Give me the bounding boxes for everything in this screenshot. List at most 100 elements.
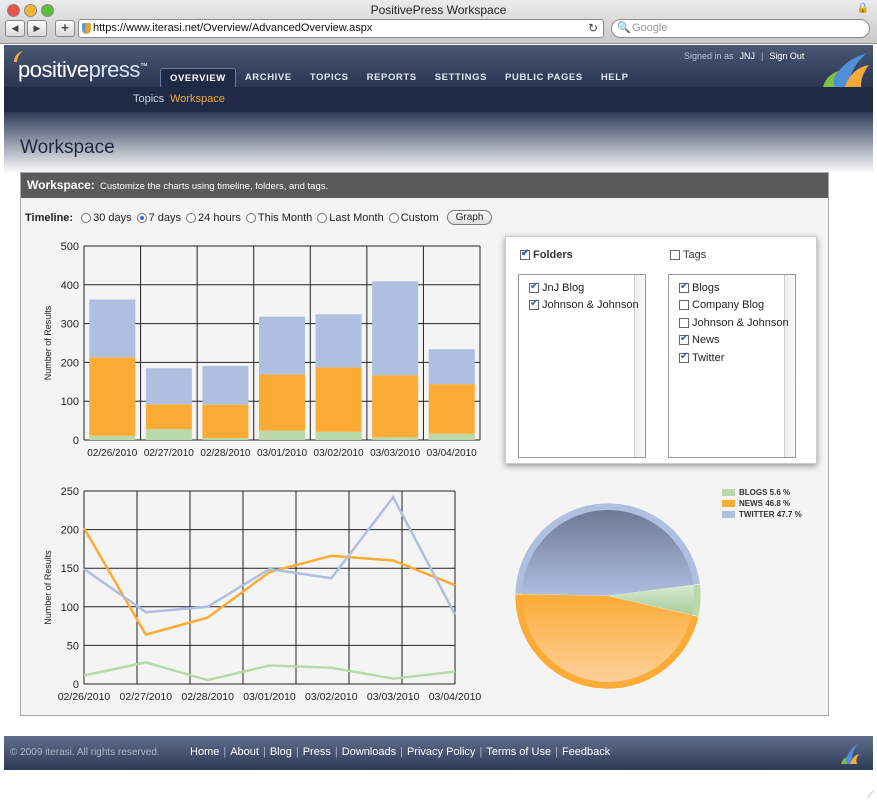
subnav-workspace[interactable]: Workspace (170, 93, 225, 105)
minimize-window-icon[interactable] (24, 4, 37, 17)
x-tick-label: 03/02/2010 (314, 448, 364, 459)
folders-header[interactable]: Folders (520, 248, 573, 261)
checkbox-icon[interactable] (679, 300, 689, 311)
tags-checkbox[interactable] (670, 250, 680, 261)
close-window-icon[interactable] (7, 4, 20, 17)
sign-out-link[interactable]: Sign Out (769, 51, 805, 61)
graph-button[interactable]: Graph (446, 210, 493, 225)
y-tick-label: 100 (61, 602, 79, 614)
search-icon: 🔍 (617, 22, 631, 34)
y-tick-label: 0 (73, 679, 79, 691)
tag-item-twitter[interactable]: Twitter (679, 351, 725, 364)
radio-icon[interactable] (81, 212, 92, 223)
menu-help[interactable]: HELP (600, 72, 629, 83)
folder-label: JnJ Blog (542, 282, 585, 294)
footer-link-terms-of-use[interactable]: Terms of Use (486, 746, 552, 758)
x-tick-label: 02/28/2010 (200, 448, 250, 459)
menu-reports[interactable]: REPORTS (366, 72, 417, 83)
search-placeholder: Google (632, 22, 668, 34)
folders-label: Folders (533, 249, 573, 261)
series-line (83, 494, 457, 616)
checkbox-checked-icon[interactable] (679, 333, 689, 346)
timeline-option-custom[interactable]: Custom (388, 211, 439, 224)
folders-scrollbar[interactable] (634, 275, 645, 457)
timeline-option-label: Custom (400, 211, 439, 224)
timeline-option-label: 30 days (93, 211, 132, 224)
footer-link-about[interactable]: About (230, 746, 259, 758)
timeline-option-last-month[interactable]: Last Month (317, 211, 384, 224)
timeline-option-24-hours[interactable]: 24 hours (186, 212, 241, 224)
back-button[interactable]: ◀ (5, 20, 25, 37)
tag-label: Twitter (692, 352, 725, 364)
footer-link-home[interactable]: Home (190, 746, 220, 758)
reload-icon[interactable]: ↻ (587, 21, 598, 35)
bar-segment (315, 367, 362, 432)
brand-leaf-icon (823, 53, 869, 87)
checkbox-checked-icon[interactable] (529, 281, 539, 294)
resize-grip-icon[interactable]: ⟋ (867, 790, 874, 801)
search-input[interactable]: 🔍 Google (611, 19, 870, 38)
footer-link-privacy-policy[interactable]: Privacy Policy (406, 746, 476, 758)
footer-leaf-icon (841, 744, 859, 764)
folder-item-jnj-blog[interactable]: JnJ Blog (529, 281, 585, 294)
forward-button[interactable]: ▶ (27, 20, 47, 37)
tag-item-company-blog[interactable]: Company Blog (679, 299, 764, 311)
bar-segment (259, 316, 305, 375)
folders-list: JnJ Blog Johnson & Johnson (518, 274, 646, 458)
radio-selected-icon[interactable] (136, 212, 147, 223)
line-chart: 0 50 100 150 200 250 Number of Results 02/26/20… (43, 486, 481, 703)
subnav-topics[interactable]: Topics (133, 93, 165, 105)
footer-separator: | (262, 746, 266, 758)
radio-icon[interactable] (245, 212, 256, 223)
x-tick-label: 03/04/2010 (427, 448, 477, 459)
radio-icon[interactable] (186, 212, 197, 223)
tags-scrollbar[interactable] (784, 275, 795, 457)
y-tick-label: 400 (61, 280, 79, 292)
site-logo[interactable]: positivepress™ (18, 57, 148, 83)
checkbox-icon[interactable] (679, 318, 689, 329)
y-tick-label: 100 (61, 396, 79, 408)
footer-link-downloads[interactable]: Downloads (341, 746, 397, 758)
checkbox-checked-icon[interactable] (679, 281, 689, 294)
checkbox-checked-icon[interactable] (679, 351, 689, 364)
address-bar[interactable]: https://www.iterasi.net/Overview/Advance… (78, 19, 604, 38)
menu-settings[interactable]: SETTINGS (434, 72, 488, 83)
footer-separator: | (400, 746, 403, 758)
timeline-option-30-days[interactable]: 30 days (81, 212, 132, 224)
footer-link-press[interactable]: Press (302, 746, 331, 758)
y-tick-label: 250 (61, 486, 79, 498)
logo-text-press: press (88, 57, 141, 82)
add-bookmark-button[interactable]: + (55, 20, 75, 37)
y-tick-label: 500 (61, 241, 79, 253)
y-tick-label: 200 (61, 357, 79, 369)
footer-link-feedback[interactable]: Feedback (561, 746, 611, 758)
main-menu: OVERVIEW ARCHIVE TOPICS REPORTS SETTINGS… (160, 68, 638, 87)
stacked-bar-chart: 0 100 200 300 400 500 Number of Results 02/26/2… (43, 241, 481, 459)
tag-item-blogs[interactable]: Blogs (679, 281, 720, 294)
timeline-option-label: Last Month (329, 211, 384, 224)
x-tick-label: 02/27/2010 (144, 448, 194, 459)
timeline-option-7-days[interactable]: 7 days (136, 212, 181, 224)
logo-trademark: ™ (139, 61, 148, 71)
tag-item-johnson-johnson[interactable]: Johnson & Johnson (679, 317, 789, 329)
radio-icon[interactable] (317, 212, 328, 223)
timeline-option-this-month[interactable]: This Month (245, 212, 312, 224)
checkbox-checked-icon[interactable] (529, 298, 539, 311)
folders-checkbox[interactable] (520, 248, 530, 261)
zoom-window-icon[interactable] (41, 4, 54, 17)
bar-segment (428, 433, 475, 440)
footer-link-blog[interactable]: Blog (269, 746, 292, 758)
menu-topics[interactable]: TOPICS (309, 72, 349, 83)
menu-overview[interactable]: OVERVIEW (160, 68, 236, 87)
y-axis-label: Number of Results (43, 550, 53, 625)
bar-segment (315, 431, 362, 440)
radio-icon[interactable] (388, 212, 399, 223)
menu-public-pages[interactable]: PUBLIC PAGES (505, 72, 583, 83)
legend-swatch-blogs (722, 489, 735, 496)
tag-item-news[interactable]: News (679, 333, 720, 346)
footer-separator: | (334, 746, 338, 758)
tags-header[interactable]: Tags (670, 249, 706, 261)
menu-archive[interactable]: ARCHIVE (244, 72, 292, 83)
folder-item-johnson-johnson[interactable]: Johnson & Johnson (529, 298, 639, 311)
bar-segment (89, 435, 136, 440)
